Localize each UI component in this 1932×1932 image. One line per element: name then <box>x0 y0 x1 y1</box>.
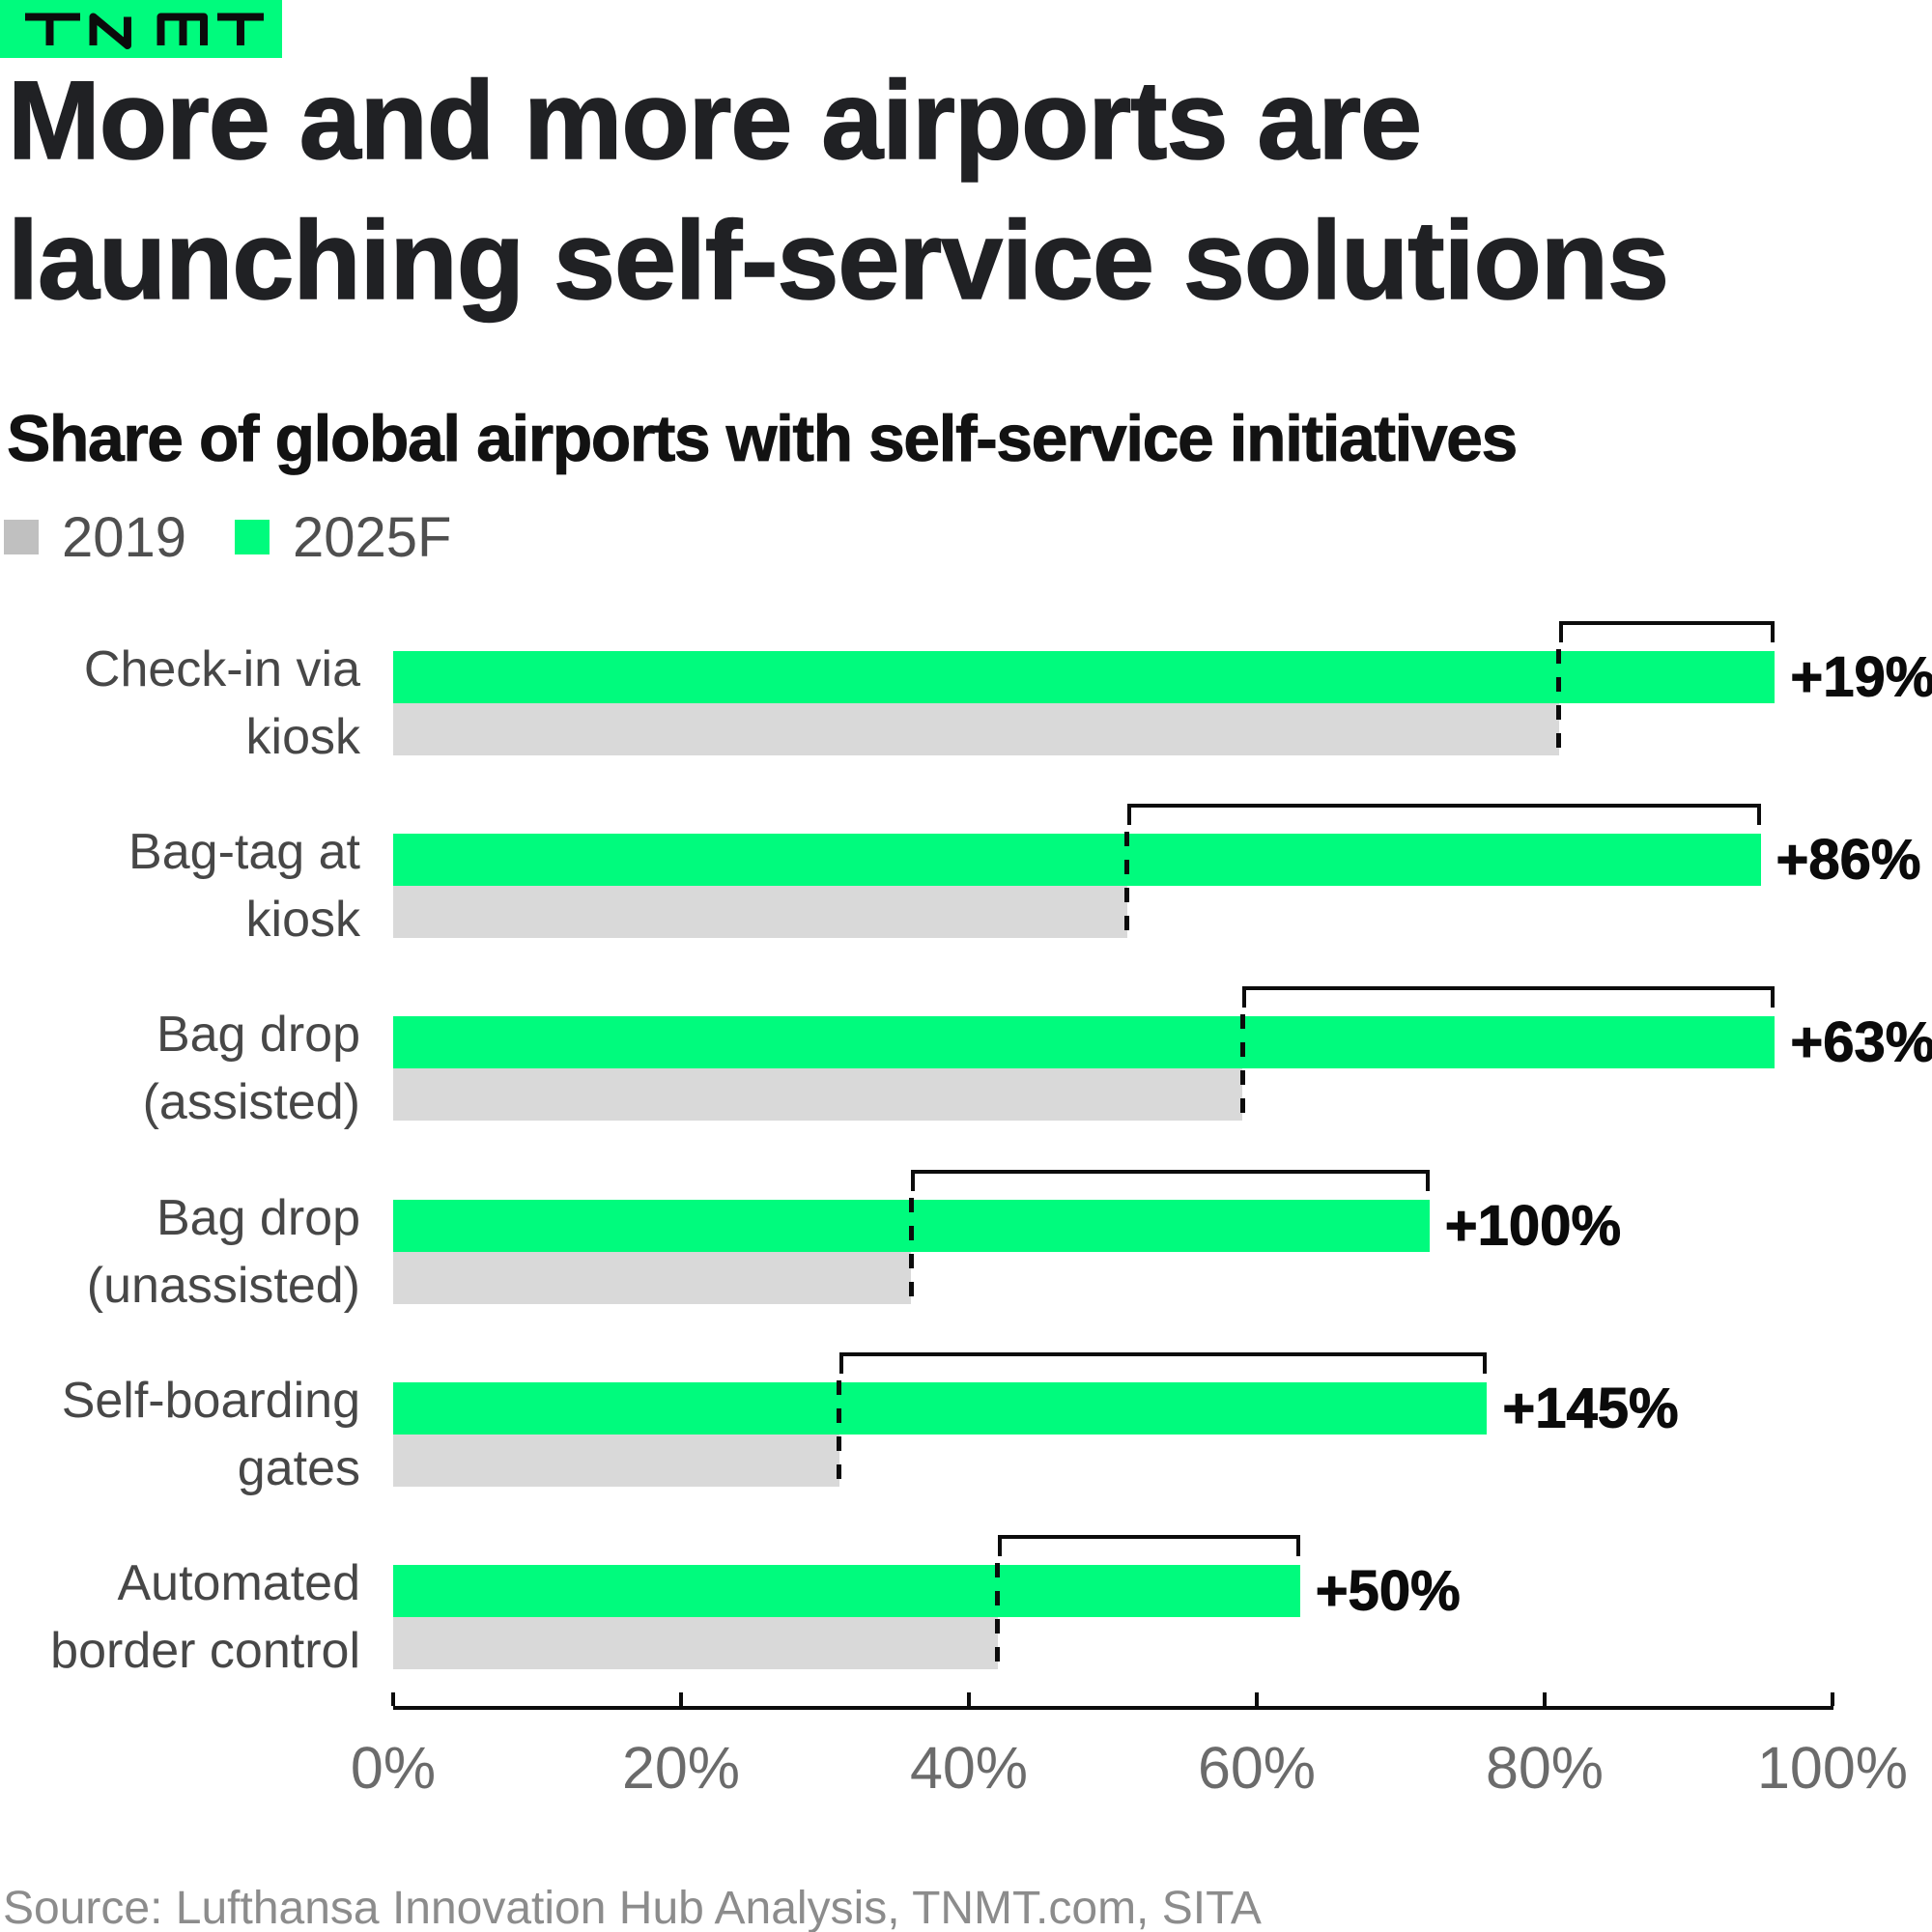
baseline-2019-dash <box>1556 649 1562 755</box>
category-label: Bag-tag at kiosk <box>128 818 360 953</box>
bar-2025f <box>393 651 1776 703</box>
bar-2025f <box>393 1565 1300 1617</box>
x-axis-tick <box>1831 1692 1834 1706</box>
category-label-line: Bag drop <box>156 1189 360 1246</box>
bracket-line <box>1558 621 1776 625</box>
change-label: +145% <box>1502 1377 1679 1440</box>
x-axis-label: 100% <box>1756 1735 1909 1801</box>
bar-2025f <box>393 1381 1488 1435</box>
bracket-cap-right <box>1295 1535 1300 1556</box>
x-axis-label: 40% <box>909 1735 1029 1801</box>
bar-2019 <box>393 1251 912 1304</box>
baseline-2019-dash <box>1124 832 1130 939</box>
x-axis-tick <box>1255 1692 1259 1706</box>
category-label-line: kiosk <box>245 709 360 765</box>
change-label: +50% <box>1315 1559 1461 1623</box>
chart-legend: 2019 2025F <box>4 506 452 569</box>
bracket-line <box>911 1169 1430 1174</box>
change-label: +19% <box>1790 645 1932 709</box>
x-axis-label: 0% <box>350 1735 437 1801</box>
x-axis-tick <box>967 1692 971 1706</box>
bar-2019 <box>393 1434 839 1487</box>
bracket-cap-left <box>1126 804 1131 826</box>
category-label: Check-in via kiosk <box>84 636 360 771</box>
bracket-cap-left <box>997 1535 1002 1556</box>
bracket-cap-right <box>1771 621 1776 642</box>
x-axis-label: 80% <box>1485 1735 1605 1801</box>
title-line-1: More and more airports are <box>7 58 1423 184</box>
category-label-line: border control <box>50 1623 360 1679</box>
logo-letter-M <box>156 13 208 45</box>
x-axis-label: 60% <box>1197 1735 1317 1801</box>
category-label: Bag drop (unassisted) <box>87 1184 360 1320</box>
baseline-2019-dash <box>837 1379 842 1487</box>
legend-label-2019: 2019 <box>62 505 187 569</box>
bar-2019 <box>393 886 1127 939</box>
bar-2025f <box>393 1016 1776 1069</box>
bracket-cap-right <box>1425 1169 1430 1191</box>
logo-letter-T2 <box>217 13 264 45</box>
x-axis-tick <box>679 1692 683 1706</box>
change-label: +63% <box>1790 1010 1932 1074</box>
chart-subtitle: Share of global airports with self-servi… <box>7 402 1519 475</box>
baseline-2019-dash <box>908 1197 914 1304</box>
category-label-line: Bag drop <box>156 1007 360 1064</box>
legend-swatch-2019 <box>4 520 39 554</box>
x-axis-line <box>393 1706 1833 1710</box>
bracket-cap-left <box>1242 986 1247 1009</box>
category-label-line: Check-in via <box>83 641 360 697</box>
category-label-line: Bag-tag at <box>128 824 360 881</box>
bracket-cap-right <box>1756 804 1761 826</box>
bracket-cap-left <box>1558 621 1563 642</box>
bar-2019 <box>393 1617 998 1669</box>
bracket-line <box>838 1351 1488 1356</box>
bar-2019 <box>393 1068 1243 1122</box>
category-label: Self-boarding gates <box>62 1367 360 1502</box>
bar-2025f <box>393 834 1761 887</box>
bracket-cap-right <box>1483 1351 1488 1374</box>
bracket-cap-left <box>838 1351 843 1374</box>
category-label: Automated border control <box>50 1549 360 1685</box>
legend-swatch-2025f <box>235 520 270 554</box>
source-note: Source: Lufthansa Innovation Hub Analysi… <box>3 1883 1262 1932</box>
x-axis-label: 20% <box>621 1735 741 1801</box>
x-axis-tick <box>391 1692 395 1706</box>
title-line-2: launching self-service solutions <box>7 198 1670 324</box>
category-label-line: Automated <box>117 1555 361 1611</box>
category-label: Bag drop (assisted) <box>143 1001 360 1136</box>
legend-label-2025f: 2025F <box>293 505 452 569</box>
bracket-line <box>997 1535 1300 1539</box>
bracket-line <box>1126 804 1761 809</box>
logo-letter-N <box>89 13 131 49</box>
baseline-2019-dash <box>995 1563 1001 1669</box>
bracket-cap-left <box>911 1169 916 1191</box>
bracket-line <box>1242 986 1776 991</box>
category-label-line: (unassisted) <box>86 1257 360 1314</box>
change-label: +86% <box>1776 828 1921 892</box>
category-label-line: gates <box>237 1439 360 1496</box>
category-label-line: kiosk <box>245 892 360 949</box>
baseline-2019-dash <box>1239 1014 1245 1122</box>
category-label-line: (assisted) <box>142 1074 360 1131</box>
bracket-cap-right <box>1771 986 1776 1009</box>
page-title: More and more airports are launching sel… <box>7 51 1670 331</box>
category-label-line: Self-boarding <box>61 1372 360 1429</box>
x-axis-tick <box>1543 1692 1547 1706</box>
logo-letter-T1 <box>25 13 80 45</box>
bar-2019 <box>393 703 1559 755</box>
tnmt-logo <box>0 0 282 58</box>
change-label: +100% <box>1444 1194 1622 1258</box>
